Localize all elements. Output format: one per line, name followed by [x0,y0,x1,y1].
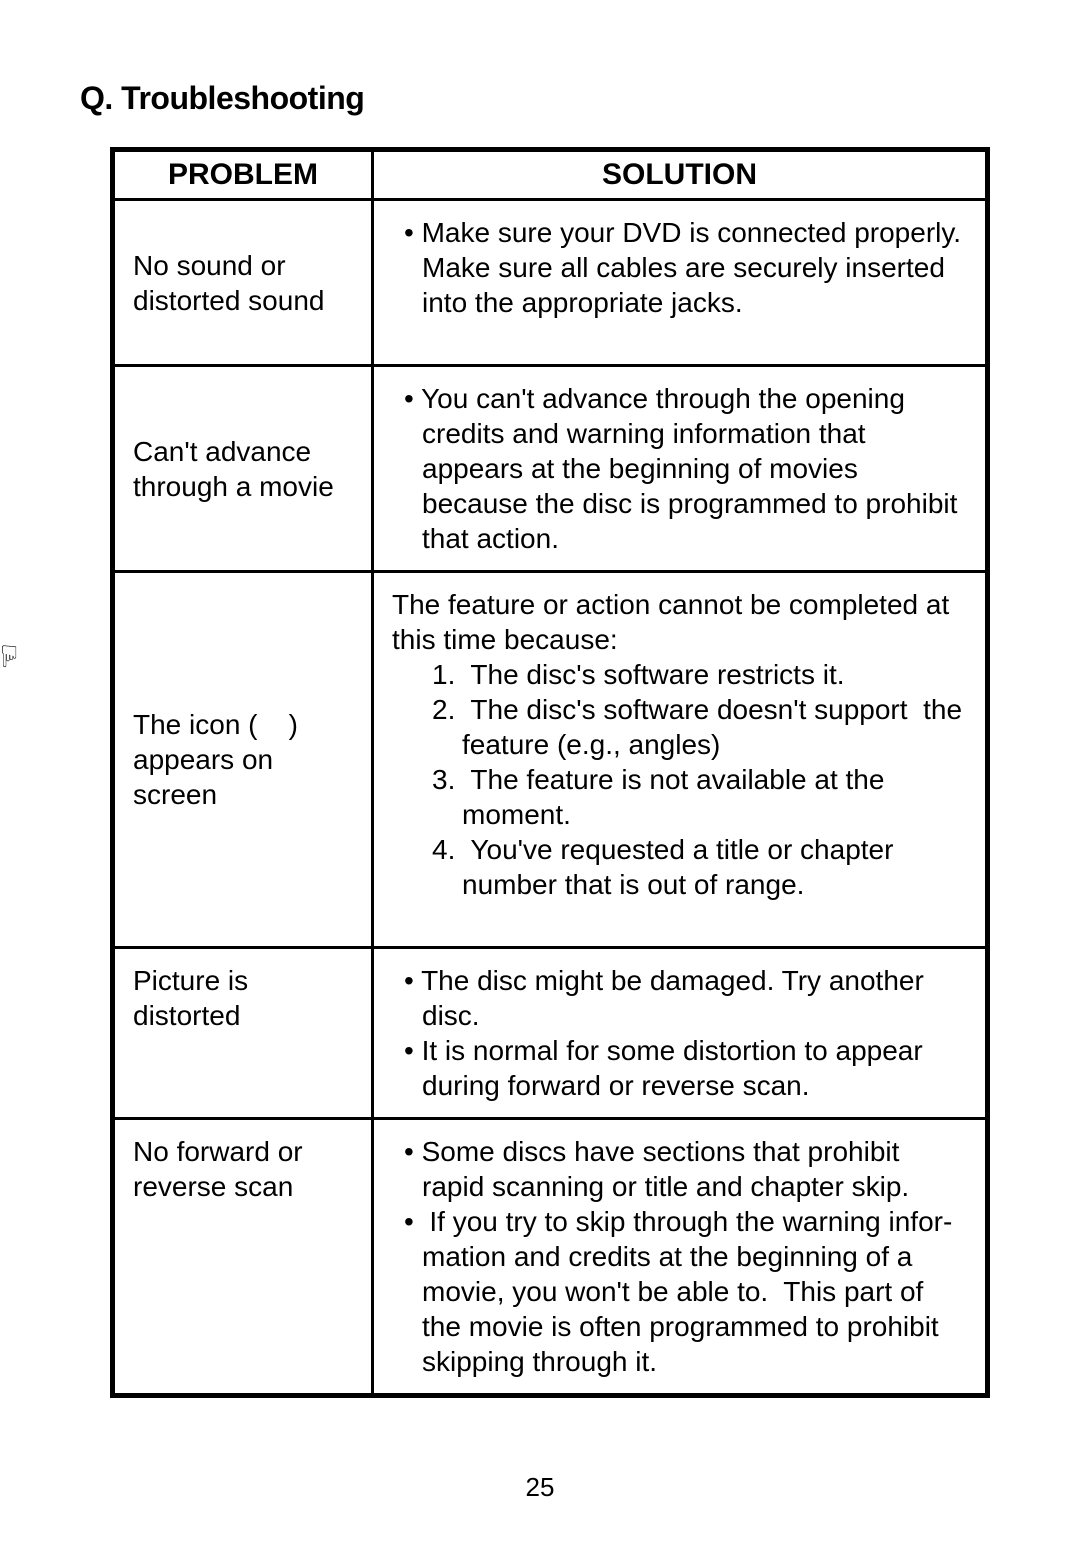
problem-cell: No sound or distorted sound [113,200,373,366]
solution-cell: • The disc might be damaged. Try another… [373,948,988,1119]
table-row: Can't advance through a movie • You can'… [113,366,988,572]
solution-cell: • You can't advance through the opening … [373,366,988,572]
solution-cell: • Make sure your DVD is connected proper… [373,200,988,366]
problem-cell: The icon ( ) appears on screen [113,572,373,948]
solution-text: • You can't advance through the opening … [392,381,967,556]
problem-text: No sound or distorted sound [133,248,353,318]
solution-text: • Make sure your DVD is connected proper… [392,215,967,350]
hand-icon: ☟ [0,640,18,675]
problem-text: The icon ( ) appears on screen [133,707,353,812]
page-title: Q. Troubleshooting [80,80,1000,117]
problem-text: Can't advance through a movie [133,434,353,504]
troubleshooting-table: PROBLEM SOLUTION No sound or distorted s… [110,147,990,1398]
table-row: No sound or distorted sound • Make sure … [113,200,988,366]
problem-cell: No forward or reverse scan [113,1119,373,1396]
table-row: No forward or reverse scan • Some discs … [113,1119,988,1396]
solution-cell: • Some discs have sections that prohibit… [373,1119,988,1396]
table-header-solution: SOLUTION [373,150,988,200]
problem-cell: Can't advance through a movie [113,366,373,572]
problem-cell: Picture is distorted [113,948,373,1119]
solution-text: The feature or action cannot be complete… [392,587,967,932]
solution-cell: The feature or action cannot be complete… [373,572,988,948]
table-row: Picture is distorted • The disc might be… [113,948,988,1119]
table-row: The icon ( ) appears on screen The featu… [113,572,988,948]
solution-text: • The disc might be damaged. Try another… [392,963,967,1103]
table-header-problem: PROBLEM [113,150,373,200]
problem-text: No forward or reverse scan [133,1134,353,1204]
page-number: 25 [0,1472,1080,1503]
problem-text: Picture is distorted [133,963,353,1033]
solution-text: • Some discs have sections that prohibit… [392,1134,967,1379]
